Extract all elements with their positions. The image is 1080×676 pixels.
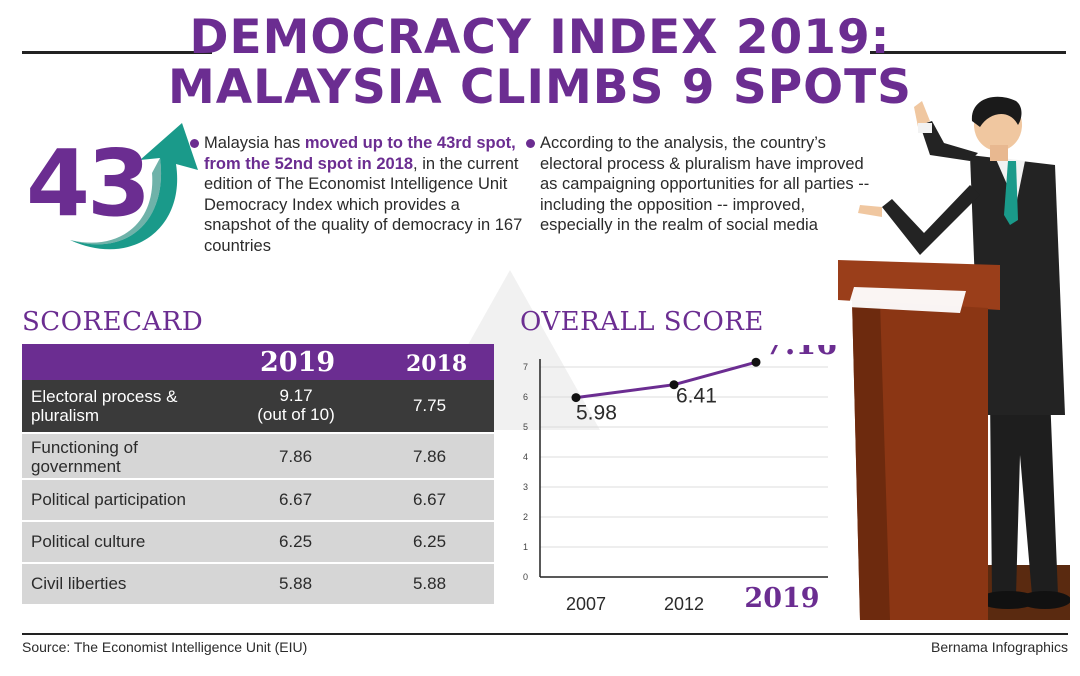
row-value-2018: 6.25 (412, 532, 447, 551)
data-label: 7.16 (764, 345, 837, 362)
footer-rule (22, 633, 1068, 635)
y-tick-label: 4 (523, 452, 528, 462)
bullet1-pre: Malaysia has (204, 134, 305, 152)
row-value-2019: 6.25 (278, 532, 313, 551)
row-label: Political culture (31, 532, 146, 551)
row-value-2019: 7.86 (278, 447, 313, 466)
row-value-2018: 6.67 (412, 490, 447, 509)
page-title-line2: MALAYSIA CLIMBS 9 SPOTS (167, 60, 913, 115)
row-value-2019: 9.17 (out of 10) (240, 386, 352, 424)
data-point (751, 357, 761, 367)
value-2019: 9.17 (279, 386, 313, 405)
y-tick-label: 1 (523, 542, 528, 552)
y-tick-label: 5 (523, 422, 528, 432)
y-tick-label: 2 (523, 512, 528, 522)
bullet-dot (190, 139, 199, 148)
table-row: Civil liberties 5.88 5.88 (22, 564, 494, 604)
row-value-2018: 5.88 (412, 574, 447, 593)
row-value-2019: 6.67 (278, 490, 313, 509)
row-label: Political participation (31, 490, 186, 509)
up-arrow-icon (70, 123, 198, 250)
speaker-at-podium-illustration (838, 96, 1070, 620)
x-tick-label: 2007 (566, 594, 606, 614)
scorecard-table: 2019 2018 Electoral process & pluralism … (22, 344, 494, 604)
row-value-2018: 7.86 (412, 447, 447, 466)
data-label: 5.98 (576, 402, 617, 425)
row-label: Functioning of government (31, 438, 138, 476)
data-label: 6.41 (676, 385, 717, 408)
bullet1-highlight: moved up to the 43rd spot, from the 52nd… (204, 134, 516, 173)
bullet-dot (526, 139, 535, 148)
x-tick-label: 2019 (744, 583, 819, 614)
row-label: Electoral process & pluralism (31, 387, 178, 425)
table-row: Political participation 6.67 6.67 (22, 480, 494, 520)
bullet1-post: , in the current edition of The Economis… (204, 154, 523, 255)
source-note: Source: The Economist Intelligence Unit … (22, 639, 308, 655)
table-row: Electoral process & pluralism 9.17 (out … (22, 380, 494, 432)
series-line (575, 360, 757, 400)
scorecard-heading: SCORECARD (22, 307, 204, 337)
y-tick-label: 0 (523, 572, 528, 582)
col-header-2019: 2019 (260, 347, 336, 378)
scorecard-header-row: 2019 2018 (22, 344, 494, 380)
credit-note: Bernama Infographics (931, 639, 1068, 655)
chart-title: OVERALL SCORE (520, 307, 764, 337)
title-rule-left (22, 51, 212, 54)
row-value-2018: 7.75 (412, 396, 447, 415)
table-row: Functioning of government 7.86 7.86 (22, 434, 494, 478)
table-row: Political culture 6.25 6.25 (22, 522, 494, 562)
y-tick-label: 7 (523, 362, 528, 372)
overall-score-chart: 0 1 2 3 4 5 6 7 5.98 6.41 7.16 2007 2012 2019 (523, 345, 837, 614)
data-point (669, 380, 679, 390)
value-note: (out of 10) (257, 405, 335, 424)
row-value-2019: 5.88 (278, 574, 313, 593)
x-tick-label: 2012 (664, 594, 704, 614)
bullet2-text: According to the analysis, the country’s… (540, 134, 870, 234)
col-header-2018: 2018 (406, 351, 468, 377)
row-label: Civil liberties (31, 574, 127, 593)
title-rule-right (870, 51, 1066, 54)
bullet-rank-summary: Malaysia has moved up to the 43rd spot, … (190, 133, 524, 256)
y-tick-label: 3 (523, 482, 528, 492)
bullet-analysis: According to the analysis, the country’s… (526, 133, 870, 236)
rank-number: 43 (26, 130, 151, 237)
page-title-line1: DEMOCRACY INDEX 2019: (189, 10, 891, 65)
data-point (571, 393, 581, 403)
y-tick-label: 6 (523, 392, 528, 402)
